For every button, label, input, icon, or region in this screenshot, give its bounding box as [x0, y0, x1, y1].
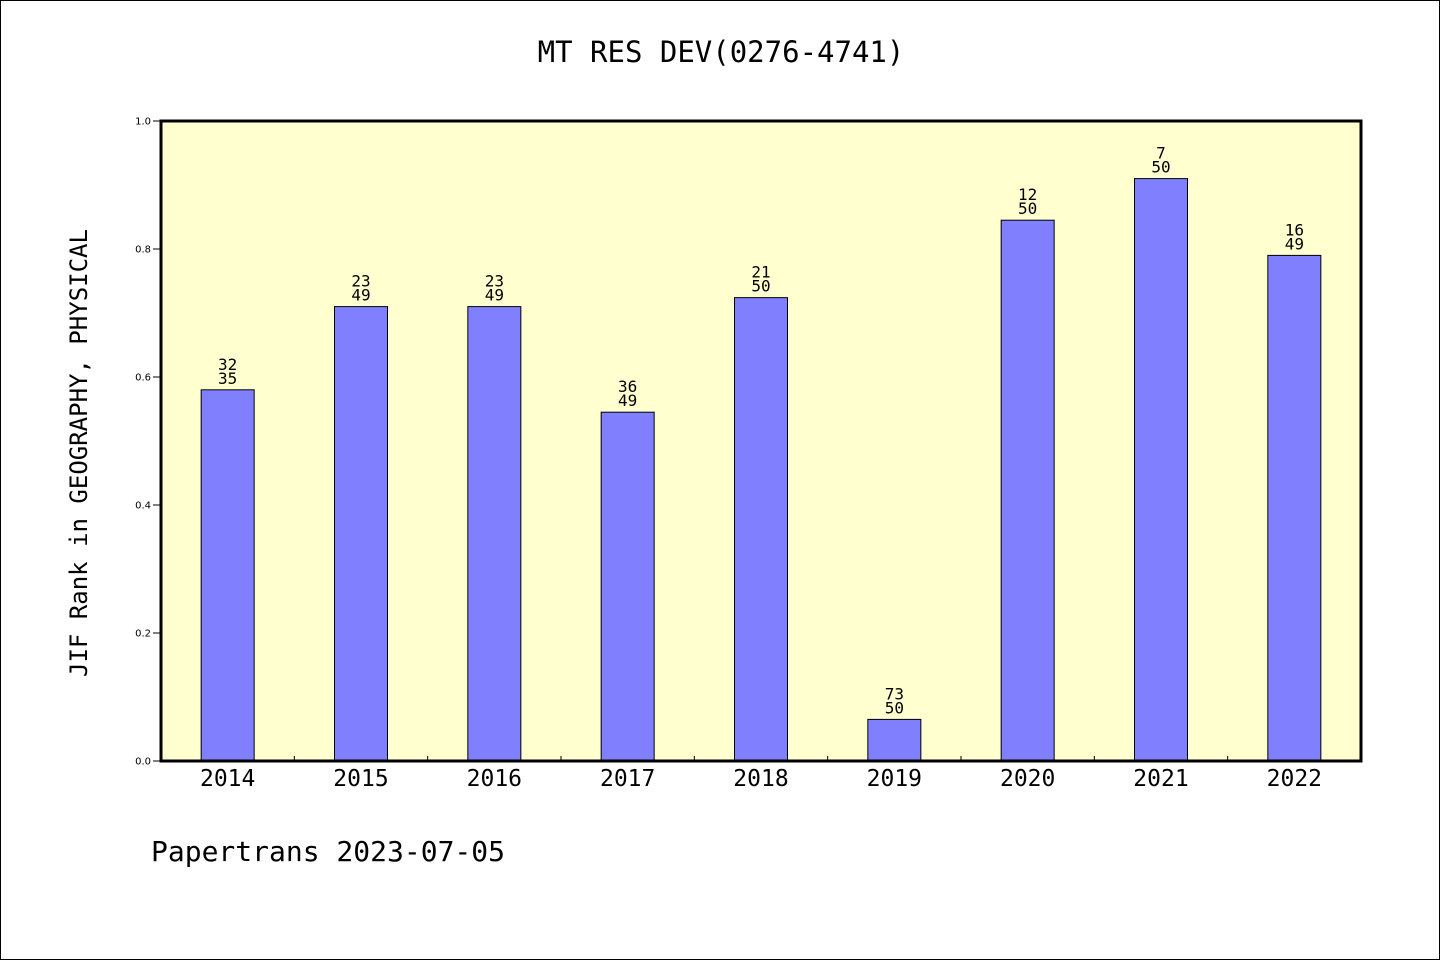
rank-label-top: 12 — [1018, 185, 1037, 204]
rank-label-bottom: 50 — [885, 698, 904, 717]
footer-credit: Papertrans 2023-07-05 — [151, 835, 506, 868]
bar — [1000, 219, 1055, 762]
x-tick-label: 2021 — [1133, 766, 1188, 792]
bar — [867, 718, 922, 762]
bar — [334, 306, 388, 762]
rank-label-top: 16 — [1285, 220, 1304, 239]
y-tick-label: 1.0 — [135, 117, 151, 128]
rank-label-top: 32 — [218, 355, 237, 374]
rank-label-bottom: 49 — [485, 286, 504, 305]
chart-title: MT RES DEV(0276-4741) — [537, 35, 905, 69]
x-tick-label: 2016 — [467, 766, 522, 792]
rank-label-bottom: 35 — [218, 369, 237, 388]
plot-frame — [159, 119, 1363, 763]
y-tick-label: 0.0 — [135, 757, 151, 768]
x-tick-label: 2020 — [1000, 766, 1055, 792]
x-tick-label: 2017 — [600, 766, 655, 792]
bar — [600, 411, 655, 762]
y-tick-label: 0.4 — [135, 501, 151, 512]
x-tick-label: 2019 — [867, 766, 922, 792]
rank-label-top: 36 — [618, 377, 637, 396]
x-tick-label: 2014 — [200, 766, 255, 792]
y-tick-label: 0.6 — [135, 373, 151, 384]
x-tick-label: 2018 — [733, 766, 788, 792]
rank-label-bottom: 50 — [1151, 158, 1170, 177]
rank-label-bottom: 49 — [618, 391, 637, 410]
x-tick-label: 2015 — [333, 766, 388, 792]
rank-label-top: 23 — [351, 272, 370, 291]
rank-label-top: 73 — [885, 684, 904, 703]
y-tick-label: 0.2 — [135, 629, 151, 640]
rank-label-top: 7 — [1156, 144, 1166, 163]
x-tick-label: 2022 — [1267, 766, 1322, 792]
bar — [1267, 254, 1322, 762]
rank-label-top: 23 — [485, 272, 504, 291]
bar — [200, 389, 255, 762]
rank-label-bottom: 49 — [1285, 234, 1304, 253]
bar — [1134, 178, 1188, 762]
rank-label-bottom: 50 — [1018, 199, 1037, 218]
rank-label-bottom: 49 — [351, 286, 370, 305]
bar — [734, 297, 788, 762]
bar — [467, 306, 522, 762]
y-tick-label: 0.8 — [135, 245, 151, 256]
rank-label-bottom: 50 — [751, 277, 770, 296]
rank-label-top: 21 — [751, 263, 770, 282]
